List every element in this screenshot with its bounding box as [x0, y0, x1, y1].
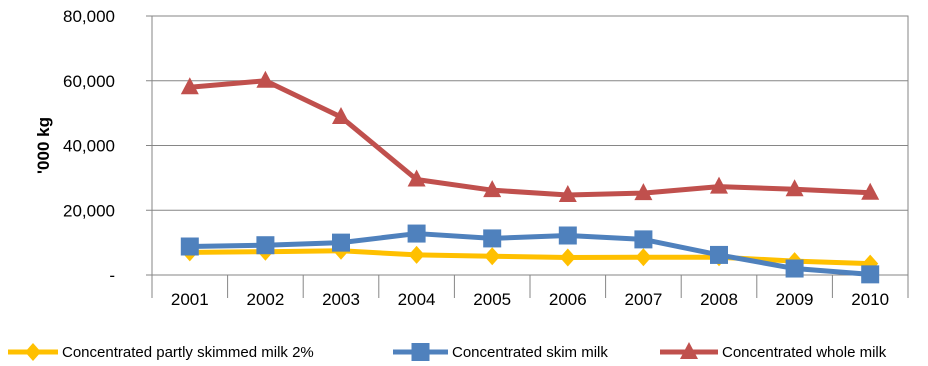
x-tick-label: 2003: [322, 290, 360, 309]
series-3: [180, 70, 880, 203]
x-axis-tick-labels: 2001 2002 2003 2004 2005 2006 2007 2008 2009 2010: [171, 290, 889, 309]
data-point: [635, 248, 652, 267]
x-tick-label: 2008: [700, 290, 738, 309]
y-tick-label: 20,000: [63, 201, 115, 220]
data-point: [861, 182, 880, 200]
data-point: [484, 247, 501, 266]
data-point: [256, 70, 275, 88]
legend-item: Concentrated whole milk: [660, 342, 887, 361]
data-point: [558, 226, 577, 245]
data-point: [483, 180, 502, 198]
x-tick-label: 2004: [398, 290, 436, 309]
data-point: [861, 265, 880, 284]
y-tick-label: -: [109, 266, 115, 285]
data-point: [407, 224, 426, 243]
data-point: [634, 230, 653, 249]
data-point: [785, 179, 804, 197]
data-point: [710, 176, 728, 194]
series-line: [187, 78, 873, 198]
series-2: [180, 224, 880, 284]
data-point: [710, 245, 728, 264]
series-layer: [180, 70, 880, 284]
data-point: [408, 245, 425, 264]
series-line: [187, 248, 873, 267]
data-point: [559, 248, 576, 267]
legend-item: Concentrated partly skimmed milk 2%: [8, 343, 314, 361]
legend-label: Concentrated skim milk: [452, 344, 608, 361]
legend-marker: [25, 343, 41, 361]
data-point: [558, 185, 577, 203]
legend: Concentrated partly skimmed milk 2% Conce…: [8, 342, 887, 361]
data-point: [785, 259, 804, 278]
legend-label: Concentrated partly skimmed milk 2%: [62, 344, 314, 361]
data-point: [407, 169, 426, 187]
y-tick-label: 40,000: [63, 137, 115, 156]
data-point: [483, 229, 502, 248]
y-tick-label: 80,000: [63, 7, 115, 26]
axes: [146, 15, 909, 298]
x-tick-label: 2005: [473, 290, 511, 309]
data-point: [256, 236, 275, 255]
x-tick-label: 2002: [246, 290, 284, 309]
data-point: [332, 233, 350, 252]
x-tick-label: 2010: [851, 290, 889, 309]
data-point: [180, 77, 199, 95]
legend-item: Concentrated skim milk: [393, 343, 608, 361]
legend-marker: [411, 343, 430, 361]
data-point: [634, 183, 653, 201]
x-tick-label: 2009: [776, 290, 814, 309]
legend-label: Concentrated whole milk: [722, 344, 887, 361]
data-point: [180, 237, 199, 256]
x-tick-label: 2006: [549, 290, 587, 309]
x-tick-label: 2007: [624, 290, 662, 309]
y-axis-title: '000 kg: [34, 117, 53, 174]
legend-marker: [680, 342, 698, 359]
y-tick-label: 60,000: [63, 72, 115, 91]
x-tick-label: 2001: [171, 290, 209, 309]
y-axis-tick-labels: - 20,000 40,000 60,000 80,000: [63, 7, 115, 285]
data-point: [332, 107, 350, 125]
series-line: [187, 231, 873, 277]
